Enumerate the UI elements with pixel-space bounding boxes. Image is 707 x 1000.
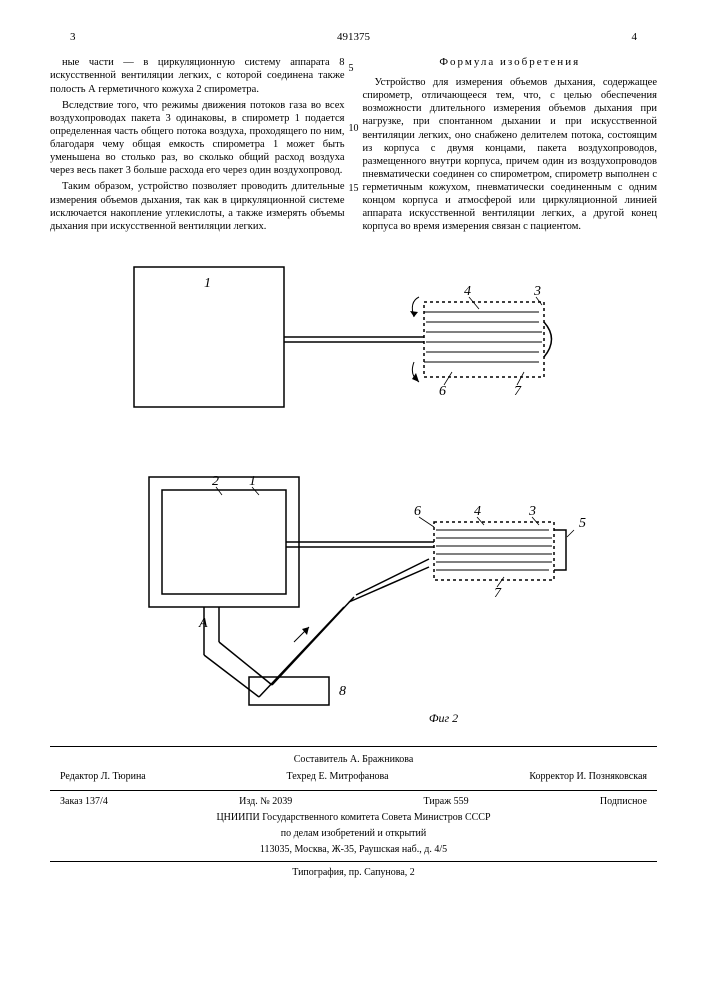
organization-line2: по делам изобретений и открытий [50,827,657,841]
credits-row: Редактор Л. Тюрина Техред Е. Митрофанова… [50,770,657,784]
line-numbers: 5 10 15 [349,62,359,195]
publication-row: Заказ 137/4 Изд. № 2039 Тираж 559 Подпис… [50,790,657,809]
svg-text:4: 4 [464,284,471,299]
svg-text:6: 6 [439,384,446,399]
line-marker: 10 [349,122,359,135]
svg-text:1: 1 [249,474,256,489]
techred-credit: Техред Е. Митрофанова [287,770,389,784]
organization-line1: ЦНИИПИ Государственного комитета Совета … [50,811,657,825]
page-number-left: 3 [70,30,76,44]
svg-text:4: 4 [474,504,481,519]
edition-number: Изд. № 2039 [239,795,292,809]
svg-text:А: А [198,616,208,631]
technical-diagram: 1 4 3 6 7 2 1 А [94,247,614,707]
svg-text:2: 2 [212,474,219,489]
footer: Составитель А. Бражникова Редактор Л. Тю… [50,746,657,880]
paragraph: Таким образом, устройство позволяет пров… [50,180,345,233]
document-number: 491375 [50,30,657,44]
right-column: Формула изобретения Устройство для измер… [363,56,658,236]
diagram-area: 1 4 3 6 7 2 1 А [50,247,657,727]
formula-title: Формула изобретения [363,56,658,70]
paragraph: ные части — в циркуляционную систему апп… [50,56,345,95]
svg-text:3: 3 [528,504,536,519]
compiler-credit: Составитель А. Бражникова [50,753,657,767]
svg-text:7: 7 [514,384,522,399]
line-marker: 15 [349,182,359,195]
paragraph: Вследствие того, что режимы движения пот… [50,99,345,178]
printer: Типография, пр. Сапунова, 2 [50,861,657,880]
address: 113035, Москва, Ж-35, Раушская наб., д. … [50,843,657,857]
svg-text:5: 5 [579,516,586,531]
figure-caption: Фиг 2 [230,711,657,727]
line-marker: 5 [349,62,359,75]
corrector-credit: Корректор И. Позняковская [529,770,647,784]
editor-credit: Редактор Л. Тюрина [60,770,146,784]
order-number: Заказ 137/4 [60,795,108,809]
left-column: ные части — в циркуляционную систему апп… [50,56,345,236]
diagram-label-1: 1 [204,276,211,291]
circulation: Тираж 559 [424,795,469,809]
svg-text:3: 3 [533,284,541,299]
svg-text:8: 8 [339,684,346,699]
paragraph: Устройство для измерения объемов дыхания… [363,76,658,234]
subscription: Подписное [600,795,647,809]
svg-text:6: 6 [414,504,421,519]
svg-text:7: 7 [494,586,502,601]
page-number-right: 4 [632,30,638,44]
